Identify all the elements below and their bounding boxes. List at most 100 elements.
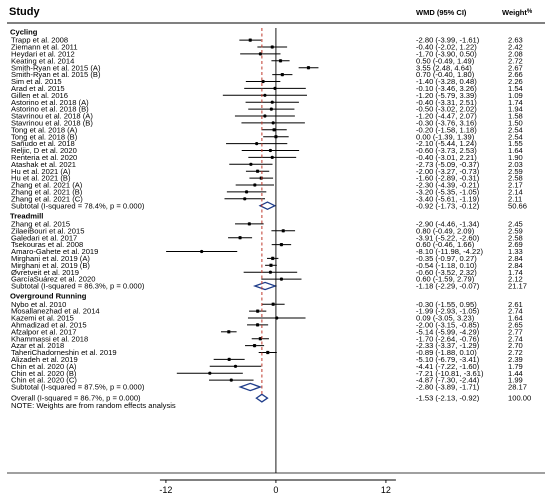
subtotal-diamond	[258, 201, 277, 211]
study-point	[269, 107, 273, 111]
study-point	[252, 344, 257, 348]
study-ci-value: -1.20 (-4.47, 2.07)	[416, 112, 477, 121]
study-point	[270, 155, 274, 159]
study-point	[263, 114, 267, 118]
study-weight-value: 2.72	[508, 348, 523, 357]
subtotal-ci-value: -1.18 (-2.29, -0.07)	[416, 282, 480, 291]
study-point	[258, 337, 262, 341]
study-weight-value: 2.03	[508, 160, 523, 169]
study-point	[271, 302, 275, 306]
study-ci-value: 0.60 (-0.46, 1.66)	[416, 240, 475, 249]
study-weight-value: 2.42	[508, 43, 523, 52]
study-weight-value: 2.63	[508, 36, 523, 45]
weight-column-header: Weight%	[502, 8, 533, 17]
study-label: Chin et al. 2020 (C)	[11, 376, 77, 385]
study-weight-value: 2.77	[508, 327, 523, 336]
overall-label: Overall (I-squared = 86.7%, p = 0.000)	[11, 394, 141, 403]
study-weight-value: 2.14	[508, 188, 523, 197]
study-label: Atashak et al. 2021	[11, 160, 76, 169]
study-label: Chin et al. 2020 (B)	[11, 369, 77, 378]
study-label: Tong et al. 2018 (A)	[11, 125, 78, 134]
study-label: Øvretveit et al. 2019	[11, 268, 79, 277]
study-weight-value: 2.84	[508, 261, 523, 270]
study-ci-value: -2.90 (-4.46, -1.34)	[416, 220, 480, 229]
study-point	[243, 197, 247, 201]
study-ci-value: -3.20 (-5.35, -1.05)	[416, 188, 480, 197]
study-ci-value: -0.20 (-1.58, 1.18)	[416, 125, 477, 134]
study-point	[208, 371, 212, 375]
study-ci-value: -0.50 (-3.02, 2.02)	[416, 105, 477, 114]
study-ci-value: -7.21 (-10.81, -3.61)	[416, 369, 484, 378]
study-point	[247, 222, 251, 226]
study-weight-value: 1.74	[508, 98, 523, 107]
study-point	[279, 277, 284, 281]
study-label: Smith-Ryan et al. 2015 (B)	[11, 70, 101, 79]
study-label: Zhang et al. 2021 (C)	[11, 194, 83, 203]
study-point	[263, 93, 267, 97]
study-weight-value: 2.45	[508, 220, 523, 229]
study-point	[281, 229, 285, 233]
subtotal-ci-value: -2.80 (-3.89, -1.71)	[416, 383, 480, 392]
study-ci-value: -0.60 (-3.73, 2.53)	[416, 146, 477, 155]
study-ci-value: 0.09 (-3.05, 3.23)	[416, 314, 475, 323]
study-weight-value: 2.66	[508, 70, 523, 79]
study-ci-value: -0.40 (-3.31, 2.51)	[416, 98, 477, 107]
weight-label: Weight	[502, 8, 527, 17]
study-ci-value: -2.10 (-5.44, 1.24)	[416, 139, 477, 148]
study-weight-value: 1.64	[508, 146, 523, 155]
study-label: Stavrinou et al. 2018 (B)	[11, 119, 93, 128]
group-heading: Treadmill	[10, 211, 43, 220]
study-point	[270, 45, 274, 49]
study-label: Tong et al. 2018 (B)	[11, 132, 78, 141]
study-point	[249, 162, 253, 166]
subtotal-weight-value: 28.17	[508, 383, 527, 392]
study-point	[244, 190, 249, 194]
study-ci-value: -0.54 (-1.18, 0.10)	[416, 261, 477, 270]
study-ci-value: -1.70 (-2.64, -0.76)	[416, 334, 480, 343]
study-ci-value: -0.30 (-3.76, 3.16)	[416, 119, 477, 128]
study-ci-value: 3.55 (2.48, 4.64)	[416, 63, 472, 72]
study-weight-value: 2.58	[508, 233, 523, 242]
study-label: Mirghani et al. 2019 (B)	[11, 261, 90, 270]
study-ci-value: -8.10 (-11.98, -4.22)	[416, 247, 483, 256]
study-ci-value: -1.60 (-2.89, -0.31)	[416, 174, 480, 183]
study-label: Stavrinou et al. 2018 (A)	[11, 112, 93, 121]
study-ci-value: -2.73 (-5.09, -0.37)	[416, 160, 480, 169]
study-ci-value: -0.10 (-3.46, 3.26)	[416, 84, 477, 93]
study-ci-value: -0.40 (-2.02, 1.22)	[416, 43, 477, 52]
study-weight-value: 2.59	[508, 226, 523, 235]
study-weight-value: 1.90	[508, 153, 523, 162]
study-point	[278, 59, 283, 63]
subtotal-diamond	[252, 281, 278, 291]
study-weight-value: 2.69	[508, 240, 523, 249]
subtotal-label: Subtotal (I-squared = 87.5%, p = 0.000)	[11, 383, 145, 392]
study-ci-value: -4.87 (-7.30, -2.44)	[416, 376, 480, 385]
study-point	[227, 330, 231, 334]
study-label: Zhang et al. 2021 (A)	[11, 181, 83, 190]
study-point	[306, 66, 311, 70]
study-ci-value: -3.91 (-5.22, -2.60)	[416, 233, 480, 242]
study-ci-value: -2.33 (-3.37, -1.29)	[416, 341, 480, 350]
study-label: Amaro-Gahete et al. 2019	[11, 247, 98, 256]
study-column-header: Study	[9, 6, 40, 18]
study-point	[229, 378, 233, 382]
group-heading: Cycling	[10, 28, 38, 37]
study-ci-value: 0.00 (-1.39, 1.39)	[416, 132, 475, 141]
study-weight-value: 2.61	[508, 300, 523, 309]
study-ci-value: -1.20 (-5.79, 3.39)	[416, 91, 477, 100]
study-label: TaheriChadorneshin et al. 2019	[11, 348, 117, 357]
study-point	[255, 169, 260, 173]
study-ci-value: -2.00 (-3.27, -0.73)	[416, 167, 480, 176]
study-weight-value: 1.09	[508, 91, 523, 100]
study-label: Mirghani et al. 2019 (A)	[11, 254, 90, 263]
study-weight-value: 2.74	[508, 334, 523, 343]
study-ci-value: -0.89 (-1.88, 0.10)	[416, 348, 477, 357]
study-weight-value: 2.17	[508, 181, 523, 190]
study-ci-value: 0.50 (-0.49, 1.49)	[416, 56, 475, 65]
overall-weight-value: 100.00	[508, 394, 531, 403]
study-point	[258, 52, 262, 56]
study-label: Gillen et al. 2016	[11, 91, 68, 100]
study-weight-value: 2.26	[508, 77, 523, 86]
study-ci-value: -0.60 (-3.52, 2.32)	[416, 268, 477, 277]
